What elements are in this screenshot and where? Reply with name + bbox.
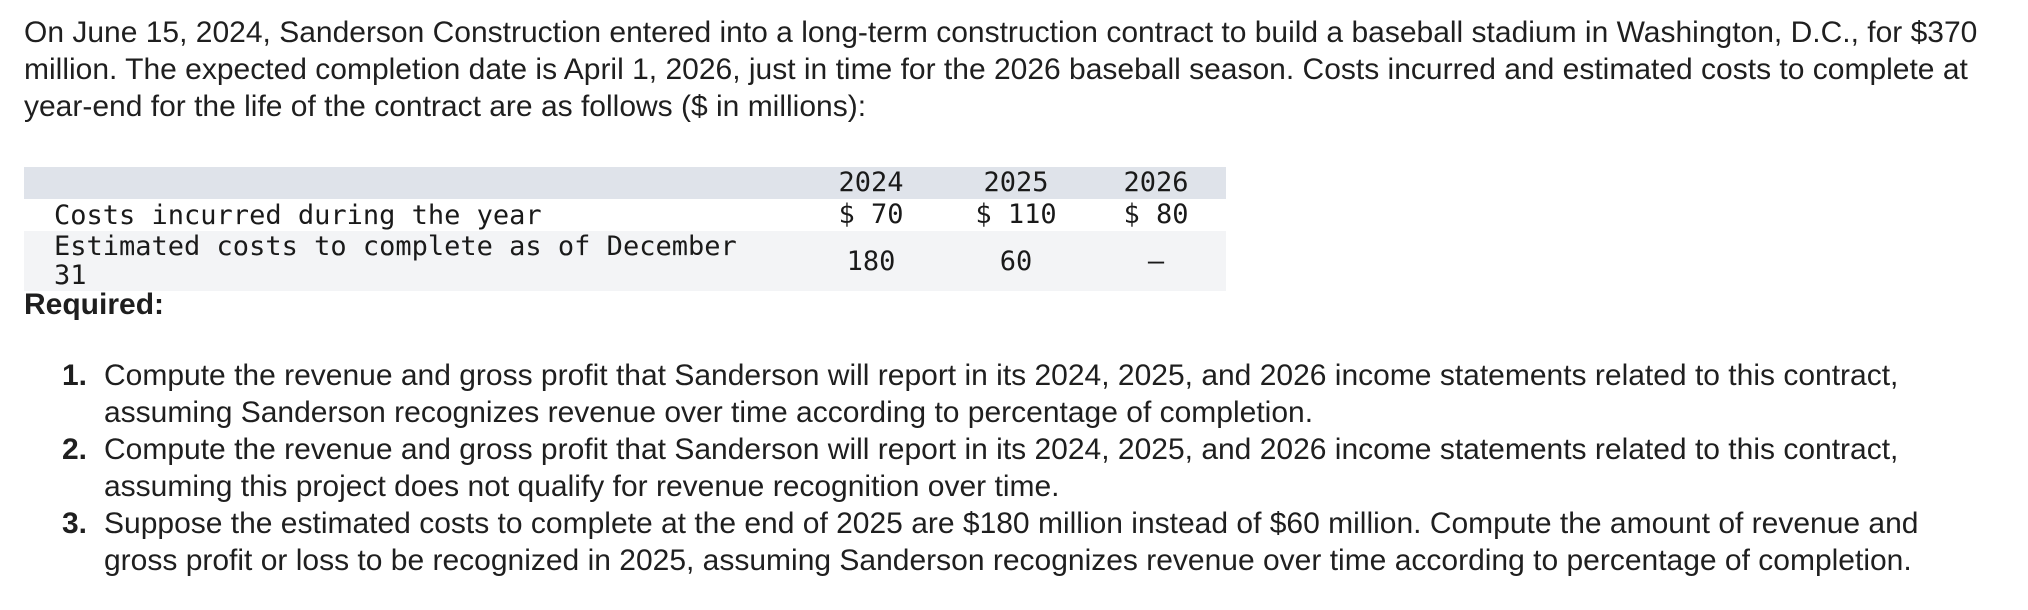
table-row: Costs incurred during the year $ 70 $ 11… — [24, 199, 1226, 231]
required-heading: Required: — [24, 288, 165, 321]
list-item: 3. Suppose the estimated costs to comple… — [24, 505, 1954, 579]
table-row: Estimated costs to complete as of Decemb… — [24, 231, 1226, 291]
table-header-year: 2025 — [983, 167, 1049, 198]
table-cell: $ 110 — [975, 199, 1057, 230]
table-cell: 60 — [999, 245, 1033, 277]
requirements-list: 1. Compute the revenue and gross profit … — [24, 357, 2004, 579]
table-cell: – — [1147, 245, 1165, 277]
table-cell: $ 70 — [838, 199, 904, 230]
table-header-year: 2026 — [1123, 167, 1189, 198]
requirement-text: Suppose the estimated costs to complete … — [104, 507, 1919, 577]
requirement-text: Compute the revenue and gross profit tha… — [104, 433, 1899, 503]
problem-content: On June 15, 2024, Sanderson Construction… — [24, 14, 2004, 579]
list-item: 2. Compute the revenue and gross profit … — [24, 431, 1954, 505]
requirement-text: Compute the revenue and gross profit tha… — [104, 359, 1899, 429]
table-header-row: 2024 2025 2026 — [24, 167, 1226, 199]
intro-paragraph: On June 15, 2024, Sanderson Construction… — [24, 16, 1978, 123]
cost-table: 2024 2025 2026 Costs incurred during the… — [24, 167, 1226, 291]
list-item: 1. Compute the revenue and gross profit … — [24, 357, 1954, 431]
row-label: Costs incurred during the year — [54, 199, 542, 231]
requirement-number: 1. — [62, 359, 88, 392]
table-cell: $ 80 — [1123, 199, 1189, 230]
table-header-label — [24, 167, 796, 199]
table-cell: 180 — [846, 245, 896, 277]
requirement-number: 3. — [62, 507, 88, 540]
row-label: Estimated costs to complete as of Decemb… — [54, 231, 737, 291]
requirement-number: 2. — [62, 433, 88, 466]
table-header-year: 2024 — [838, 167, 904, 198]
